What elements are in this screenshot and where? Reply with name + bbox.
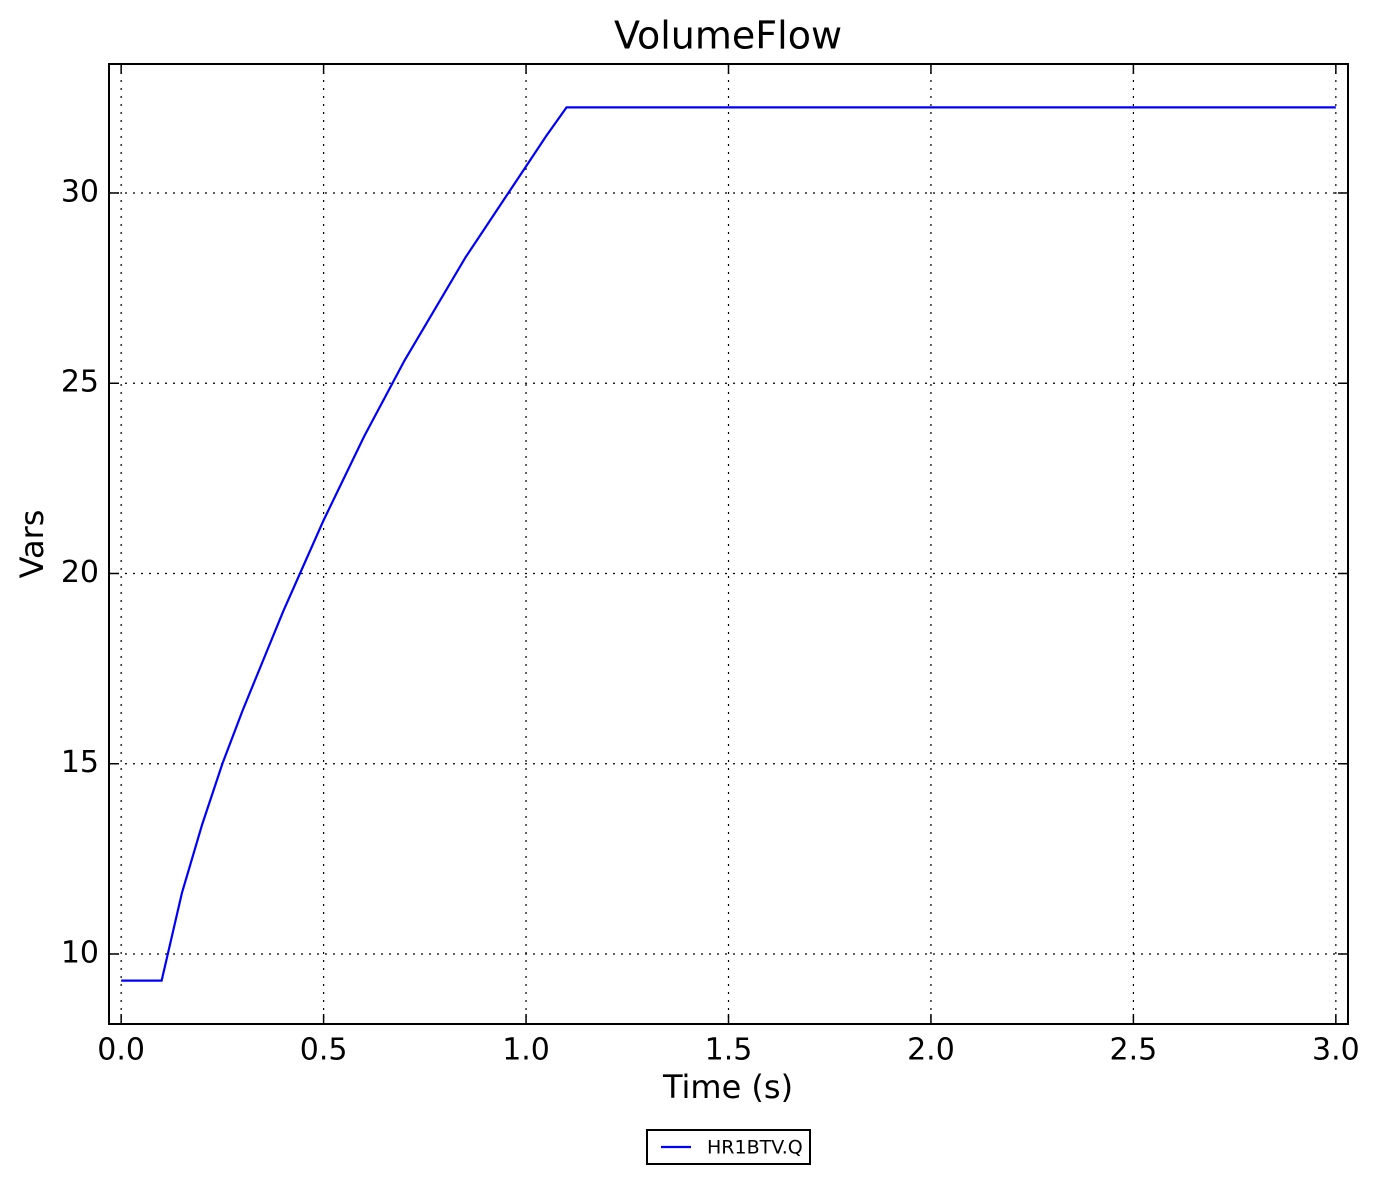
y-tick-label: 30 — [61, 174, 99, 209]
x-tick-label: 0.0 — [97, 1033, 145, 1068]
x-tick-label: 2.0 — [907, 1033, 955, 1068]
x-tick-label: 1.0 — [502, 1033, 550, 1068]
y-tick-label: 20 — [61, 555, 99, 590]
x-tick-label: 2.5 — [1110, 1033, 1158, 1068]
y-tick-label: 25 — [61, 365, 99, 400]
plot-frame — [108, 63, 1349, 1025]
x-tick-label: 1.5 — [705, 1033, 753, 1068]
chart-title: VolumeFlow — [614, 14, 842, 58]
y-axis-label: Vars — [13, 510, 51, 579]
y-tick-label: 15 — [61, 745, 99, 780]
legend-label: HR1BTV.Q — [707, 1137, 803, 1159]
y-tick-label: 10 — [61, 935, 99, 970]
x-tick-label: 0.5 — [300, 1033, 348, 1068]
x-axis-label: Time (s) — [662, 1068, 793, 1106]
data-line — [121, 106, 1336, 982]
x-tick-label: 3.0 — [1312, 1033, 1360, 1068]
